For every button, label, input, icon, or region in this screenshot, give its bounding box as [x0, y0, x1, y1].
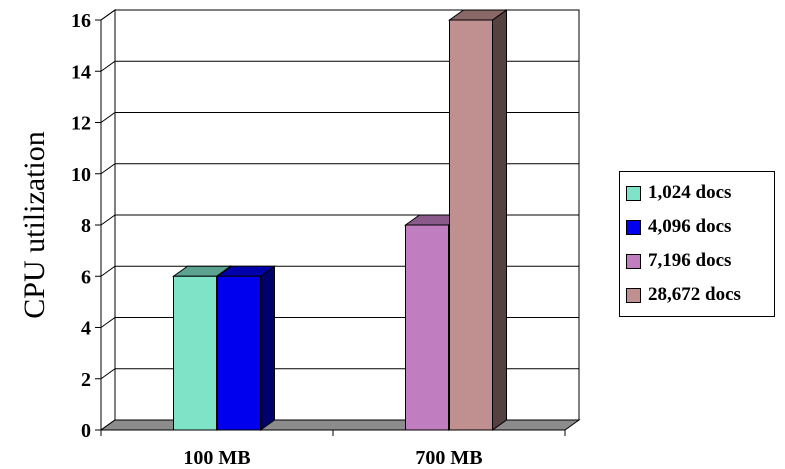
legend-item: 4,096 docs: [626, 210, 768, 244]
bar-side: [260, 265, 275, 431]
y-tick-label: 6: [81, 266, 91, 288]
bar-front: [405, 224, 449, 431]
gridline: [100, 60, 579, 72]
gridline: [100, 163, 579, 175]
gridline: [100, 9, 579, 21]
y-tick-label: 10: [71, 164, 91, 186]
legend-item: 7,196 docs: [626, 244, 768, 278]
y-tick-label: 2: [81, 369, 91, 391]
y-axis-label: CPU utilization: [18, 131, 51, 319]
legend-swatch: [626, 219, 641, 235]
legend-label: 1,024 docs: [648, 182, 732, 203]
y-tick-label: 16: [71, 10, 91, 32]
y-tick-label: 4: [81, 318, 91, 340]
x-tick-label: 100 MB: [183, 447, 250, 469]
legend: 1,024 docs 4,096 docs 7,196 docs 28,672 doc…: [619, 171, 775, 317]
legend-label: 28,672 docs: [648, 284, 741, 305]
floor: [99, 419, 581, 431]
legend-swatch: [626, 185, 641, 201]
y-tick-label: 14: [71, 61, 91, 83]
legend-swatch: [626, 253, 641, 269]
legend-item: 28,672 docs: [626, 278, 768, 312]
legend-item: 1,024 docs: [626, 176, 768, 210]
y-tick-label: 0: [81, 420, 91, 442]
bar-front: [449, 19, 493, 431]
gridline: [100, 112, 579, 123]
legend-label: 7,196 docs: [648, 250, 732, 271]
bar-front: [217, 275, 261, 431]
bar-front: [173, 275, 217, 431]
x-tick-label: 700 MB: [415, 447, 482, 469]
bar-side: [492, 9, 507, 431]
bar: [447, 9, 509, 431]
legend-swatch: [626, 287, 641, 303]
y-tick-label: 8: [81, 215, 91, 237]
legend-label: 4,096 docs: [648, 216, 732, 237]
y-tick-label: 12: [71, 113, 91, 135]
bar: [215, 265, 277, 431]
